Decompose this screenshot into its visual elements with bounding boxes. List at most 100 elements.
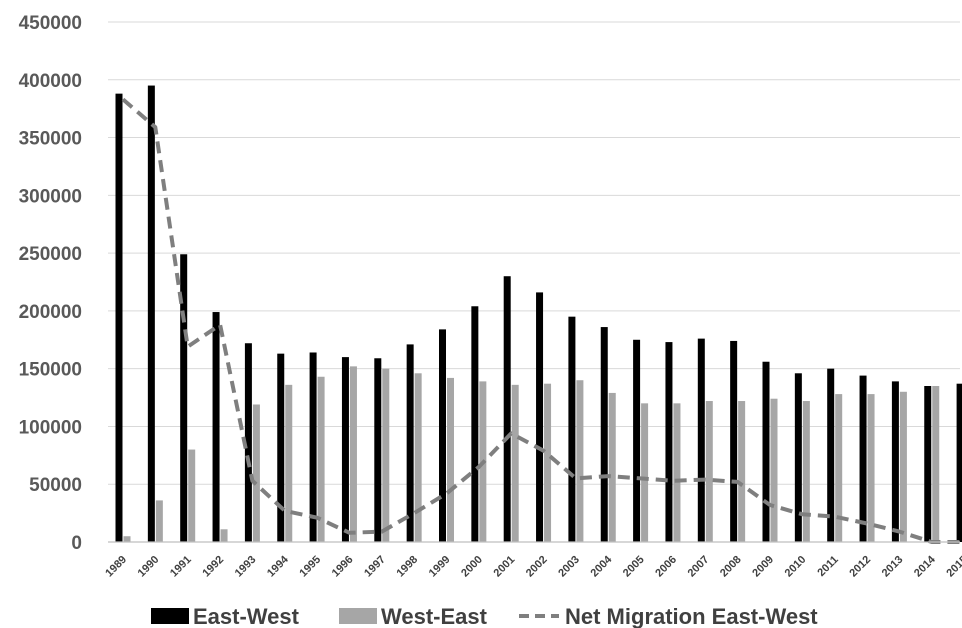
bar-east-west bbox=[827, 368, 835, 542]
x-tick-label: 2009 bbox=[750, 554, 776, 580]
bar-west-east bbox=[188, 449, 196, 542]
x-tick-label: 2013 bbox=[880, 554, 906, 580]
x-tick-label: 2004 bbox=[589, 553, 615, 579]
bar-west-east bbox=[673, 403, 681, 542]
x-tick-label: 2011 bbox=[815, 554, 840, 579]
x-tick-label: 2007 bbox=[686, 554, 712, 580]
bar-east-west bbox=[794, 373, 802, 542]
x-tick-label: 1990 bbox=[136, 554, 162, 580]
x-tick-label: 2000 bbox=[459, 554, 485, 580]
bar-east-west bbox=[859, 375, 867, 542]
bar-east-west bbox=[568, 316, 576, 542]
bar-east-west bbox=[341, 357, 349, 542]
bar-west-east bbox=[511, 384, 519, 542]
x-tick-label: 2003 bbox=[556, 554, 582, 580]
y-tick-label: 400000 bbox=[19, 71, 82, 92]
y-axis-tick-labels: 0 50000 100000 150000 200000 250000 300000 3500… bbox=[19, 13, 82, 554]
x-tick-label: 1997 bbox=[362, 554, 388, 580]
bar-west-east bbox=[641, 403, 649, 542]
bar-east-west bbox=[115, 93, 123, 543]
bar-west-east bbox=[738, 401, 746, 542]
x-tick-label: 2002 bbox=[524, 554, 550, 580]
y-tick-label: 300000 bbox=[19, 186, 82, 207]
bar-west-east bbox=[705, 401, 713, 542]
x-tick-label: 2012 bbox=[847, 554, 873, 580]
bar-west-east bbox=[835, 394, 843, 542]
y-tick-label: 150000 bbox=[19, 360, 82, 381]
bar-east-west bbox=[374, 358, 382, 542]
bar-east-west bbox=[697, 338, 705, 542]
bar-west-east bbox=[447, 377, 454, 542]
y-tick-label: 200000 bbox=[19, 302, 82, 323]
bar-west-east bbox=[932, 386, 940, 542]
bar-west-east bbox=[867, 394, 875, 542]
net-migration-path bbox=[121, 97, 962, 544]
y-tick-label: 350000 bbox=[19, 129, 82, 150]
x-tick-label: 1993 bbox=[233, 554, 259, 580]
bar-east-west bbox=[406, 344, 414, 542]
x-tick-label: 1992 bbox=[200, 554, 226, 580]
bar-east-west bbox=[244, 343, 252, 542]
y-tick-label: 250000 bbox=[19, 244, 82, 265]
bar-west-east bbox=[899, 391, 907, 542]
legend-label-west-east: West-East bbox=[381, 604, 488, 628]
bar-west-east bbox=[802, 401, 810, 542]
bar-west-east bbox=[544, 383, 552, 542]
x-tick-label: 1994 bbox=[265, 553, 291, 579]
x-axis-tick-labels: 1989 1990 1991 1992 1993 1994 1995 1996 1997 1998… bbox=[103, 553, 962, 579]
bar-east-west bbox=[924, 386, 932, 542]
net-migration-line bbox=[121, 97, 962, 544]
x-tick-label: 2006 bbox=[653, 554, 679, 580]
bar-east-west bbox=[180, 254, 188, 542]
x-tick-label: 1996 bbox=[330, 554, 356, 580]
bar-west-east bbox=[414, 373, 422, 542]
y-tick-label: 0 bbox=[71, 533, 82, 554]
bar-east-west bbox=[891, 381, 899, 542]
bar-west-east bbox=[576, 380, 584, 542]
bar-east-west bbox=[600, 327, 608, 542]
x-tick-label: 2001 bbox=[492, 554, 518, 580]
legend-label-east-west: East-West bbox=[193, 604, 300, 628]
bar-east-west bbox=[212, 312, 220, 542]
bar-east-west bbox=[730, 340, 738, 542]
bar-east-west bbox=[633, 339, 641, 542]
x-tick-label: 2015 bbox=[944, 554, 962, 580]
bar-west-east bbox=[123, 536, 131, 542]
bar-east-west bbox=[147, 85, 155, 543]
x-tick-label: 1991 bbox=[168, 554, 194, 580]
bar-east-west bbox=[536, 292, 544, 542]
y-tick-label: 50000 bbox=[29, 475, 82, 496]
legend-label-net-migration: Net Migration East-West bbox=[565, 604, 818, 628]
x-tick-label: 2014 bbox=[912, 553, 938, 579]
bar-west-east bbox=[155, 500, 163, 542]
x-tick-label: 1999 bbox=[427, 554, 453, 580]
bar-east-west bbox=[309, 352, 317, 542]
bar-east-west bbox=[762, 361, 770, 542]
x-tick-label: 1998 bbox=[394, 554, 420, 580]
x-tick-label: 2008 bbox=[718, 554, 744, 580]
bar-west-east bbox=[285, 384, 293, 542]
bar-west-east bbox=[608, 392, 616, 542]
bar-east-west bbox=[439, 329, 446, 542]
bar-west-east bbox=[252, 404, 260, 542]
bar-west-east bbox=[770, 398, 778, 542]
bar-east-west bbox=[665, 342, 673, 542]
x-tick-label: 1995 bbox=[297, 554, 323, 580]
bar-west-east bbox=[382, 368, 390, 542]
y-tick-label: 450000 bbox=[19, 13, 82, 34]
x-tick-label: 2005 bbox=[621, 554, 647, 580]
bar-east-west bbox=[277, 353, 285, 542]
x-tick-label: 1989 bbox=[103, 554, 129, 580]
legend: East-West West-East Net Migration East-W… bbox=[151, 604, 818, 628]
bar-east-west bbox=[956, 383, 962, 542]
bar-east-west bbox=[471, 306, 479, 542]
x-tick-label: 2010 bbox=[783, 554, 809, 580]
bar-west-east bbox=[220, 529, 228, 542]
bars bbox=[115, 85, 962, 543]
bar-east-west bbox=[503, 276, 511, 542]
bar-west-east bbox=[317, 376, 325, 542]
bar-west-east bbox=[349, 366, 357, 542]
legend-swatch-west-east bbox=[339, 608, 377, 624]
legend-swatch-east-west bbox=[151, 608, 189, 624]
